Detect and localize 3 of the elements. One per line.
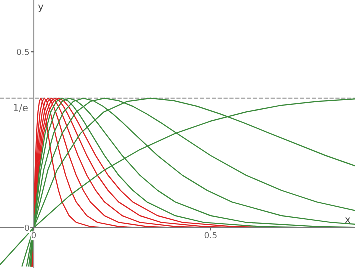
ref-line-label: 1/e [14,104,28,112]
y-axis-title: y [38,4,44,12]
x-axis-title: x [345,218,351,224]
